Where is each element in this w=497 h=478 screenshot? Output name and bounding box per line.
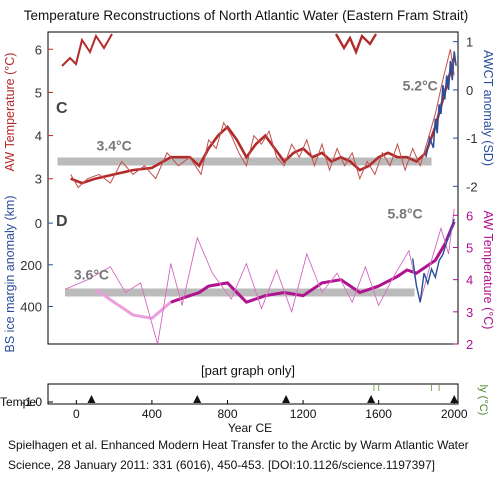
annotation-d: 5.8°C [388,206,423,222]
series-d-ice [412,218,455,303]
chart-title: Temperature Reconstructions of North Atl… [24,8,468,23]
event-marker [367,395,376,403]
ytick-label-d-right: 5 [466,240,473,255]
annotation-c: 3.4°C [97,138,132,154]
panel-c-series [61,33,457,189]
ylabel-c-left: AW Temperature (°C) [3,53,17,172]
ylabel-d-right: AW Temperature (°C) [481,211,495,330]
partial-graph-note: [part graph only] [201,363,295,378]
ylabel-c-right: AWCT anomaly (SD) [481,50,495,166]
xtick-label: 800 [217,407,237,421]
series-c-smoothed [70,57,456,185]
ylabel-bottom-left: Tempe [0,395,36,409]
ytick-label-d-right: 4 [466,273,473,288]
ytick-label-c-left: 5 [35,85,42,100]
panel-c: 3 4 5 6 1 0 -1 -2 AW Temperature (°C) AWCT anomal… [3,33,495,194]
ytick-label-d-right: 6 [466,208,473,223]
annotation-d: 3.6°C [74,267,109,283]
xtick-label: 400 [142,407,162,421]
xtick-label: 1600 [365,407,392,421]
event-marker [87,395,96,403]
ytick-label-d-left: 0 [35,216,42,231]
ytick-label-c-left: 6 [35,42,42,57]
series-c-fragment-2 [334,33,378,56]
ylabel-d-left: BS ice margin anomaly (km) [3,196,17,353]
annotation-c: 5.2°C [403,77,438,93]
xlabel: Year CE [228,421,272,435]
plot-frame [47,31,459,345]
ytick-label-c-right: 1 [466,35,473,50]
series-d-smoothed [170,221,456,304]
series-c-awct [425,51,457,158]
plot-area [47,31,459,345]
panel-label-d: D [56,213,68,230]
event-marker [193,395,202,403]
xtick-label: 2000 [441,407,468,421]
citation-line-2: Science, 28 January 2011: 331 (6016), 45… [8,458,435,472]
ytick-label-d-right: 2 [466,337,473,352]
ytick-label-c-right: -1 [466,131,478,146]
ytick-label-c-left: 4 [35,129,42,144]
ylabel-bottom-right: ly (°C) [477,385,489,416]
citation-line-1: Spielhagen et al. Enhanced Modern Heat T… [8,438,469,452]
panel-label-c: C [56,100,68,117]
ytick-label-c-left: 3 [35,172,42,187]
ytick-label-d-left: 200 [20,258,42,273]
panel-d: 0 200 400 6 5 4 3 2 BS ice margin anomaly (km) AW… [3,196,495,353]
event-marker [282,395,291,403]
ytick-label-bottom: -1.0 [21,395,42,409]
bottom-frame [47,383,459,405]
series-d-smoothed-early [94,288,172,320]
ytick-label-d-right: 3 [466,305,473,320]
event-marker [450,395,459,403]
series-c-raw [70,49,455,189]
ytick-label-c-right: 0 [466,83,473,98]
ytick-label-d-left: 400 [20,299,42,314]
xtick-label: 0 [73,407,80,421]
series-c-fragment [61,33,113,67]
ytick-label-c-right: -2 [466,179,478,194]
panel-d-series [64,208,456,344]
xtick-label: 1200 [290,407,317,421]
